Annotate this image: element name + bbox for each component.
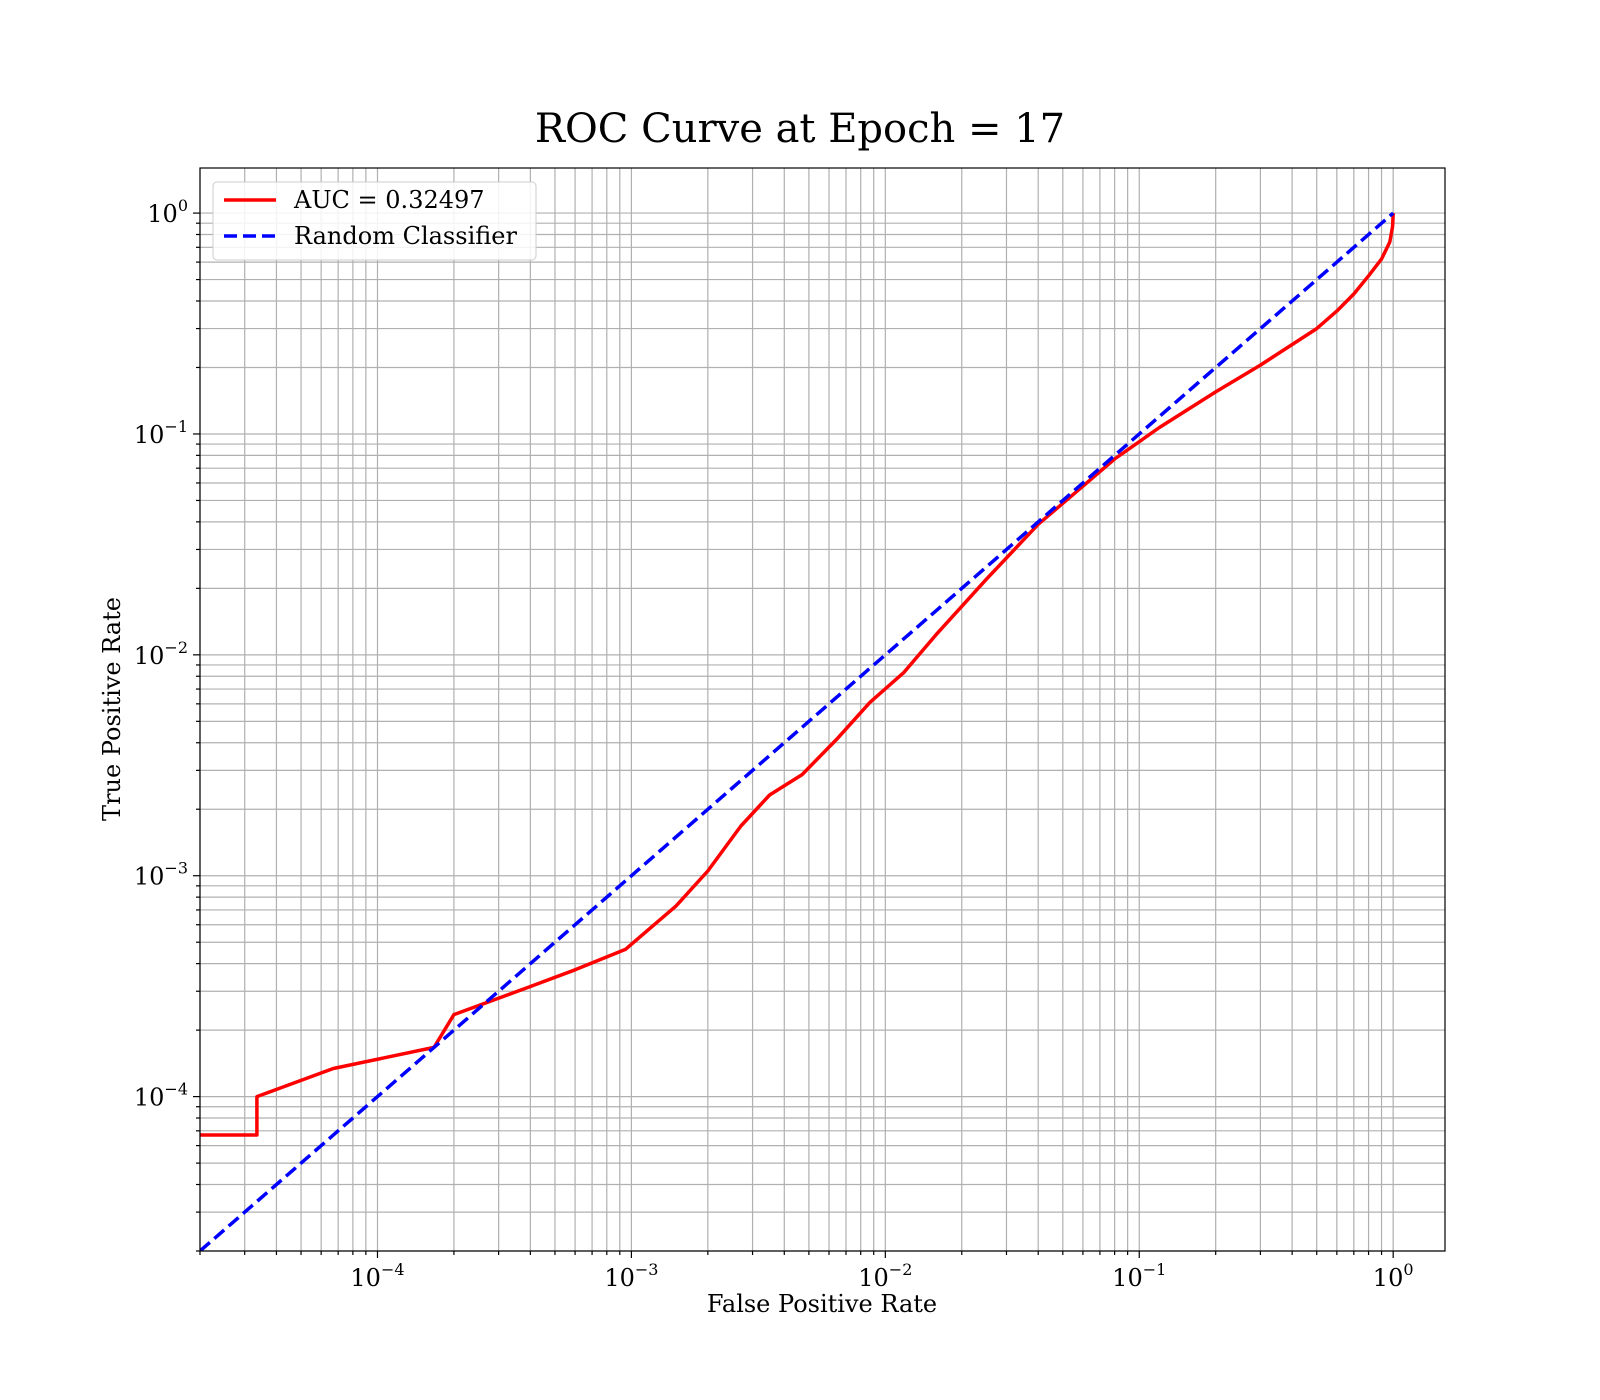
x-tick-label: 10−3 — [604, 1260, 658, 1292]
x-tick-label: 100 — [1373, 1260, 1414, 1292]
y-axis-ticks: 10−4 10−3 10−2 10−1 100 — [134, 196, 200, 1252]
legend-label-auc: AUC = 0.32497 — [293, 186, 485, 214]
plot-frame — [199, 167, 1446, 1252]
grid-lines — [199, 168, 1445, 1252]
legend-label-random: Random Classifier — [294, 222, 517, 250]
random-classifier-line — [200, 211, 1395, 1251]
x-tick-label: 10−2 — [858, 1260, 912, 1292]
y-tick-label: 10−4 — [134, 1080, 188, 1112]
legend-box — [212, 181, 537, 261]
series-layer — [200, 211, 1395, 1251]
x-tick-label: 10−4 — [350, 1260, 404, 1292]
y-axis-label: True Positive Rate — [98, 597, 126, 821]
y-tick-label: 10−3 — [134, 859, 188, 891]
x-tick-label: 10−1 — [1112, 1260, 1166, 1292]
legend: AUC = 0.32497 Random Classifier — [212, 181, 537, 261]
y-tick-label: 100 — [147, 196, 188, 228]
y-tick-label: 10−1 — [134, 417, 188, 449]
x-axis-label: False Positive Rate — [707, 1290, 937, 1318]
chart-title: ROC Curve at Epoch = 17 — [535, 106, 1065, 152]
y-tick-label: 10−2 — [134, 638, 188, 670]
x-axis-ticks: 10−4 10−3 10−2 10−1 100 — [199, 1251, 1414, 1292]
roc-curve-line — [200, 213, 1395, 1137]
